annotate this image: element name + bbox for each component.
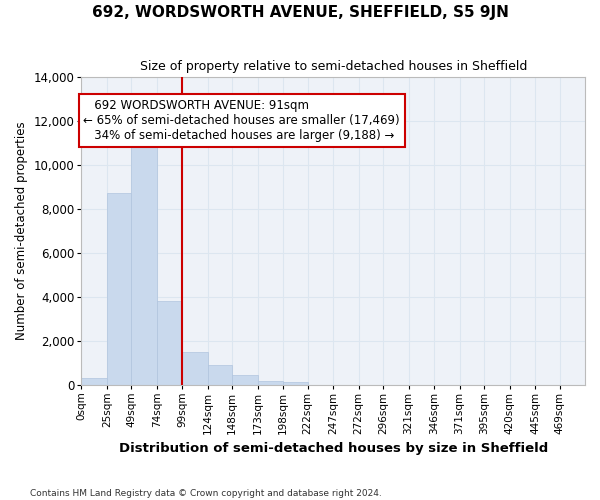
Y-axis label: Number of semi-detached properties: Number of semi-detached properties	[15, 122, 28, 340]
Text: 692 WORDSWORTH AVENUE: 91sqm
← 65% of semi-detached houses are smaller (17,469)
: 692 WORDSWORTH AVENUE: 91sqm ← 65% of se…	[83, 99, 400, 142]
Bar	[258, 381, 283, 384]
Bar	[131, 140, 157, 384]
Bar	[283, 382, 308, 384]
Bar	[208, 365, 232, 384]
Bar	[82, 378, 107, 384]
Text: Contains HM Land Registry data © Crown copyright and database right 2024.: Contains HM Land Registry data © Crown c…	[30, 488, 382, 498]
X-axis label: Distribution of semi-detached houses by size in Sheffield: Distribution of semi-detached houses by …	[119, 442, 548, 455]
Bar	[182, 352, 208, 384]
Bar	[157, 301, 182, 384]
Bar	[107, 194, 131, 384]
Text: 692, WORDSWORTH AVENUE, SHEFFIELD, S5 9JN: 692, WORDSWORTH AVENUE, SHEFFIELD, S5 9J…	[92, 5, 508, 20]
Bar	[232, 376, 258, 384]
Title: Size of property relative to semi-detached houses in Sheffield: Size of property relative to semi-detach…	[139, 60, 527, 73]
